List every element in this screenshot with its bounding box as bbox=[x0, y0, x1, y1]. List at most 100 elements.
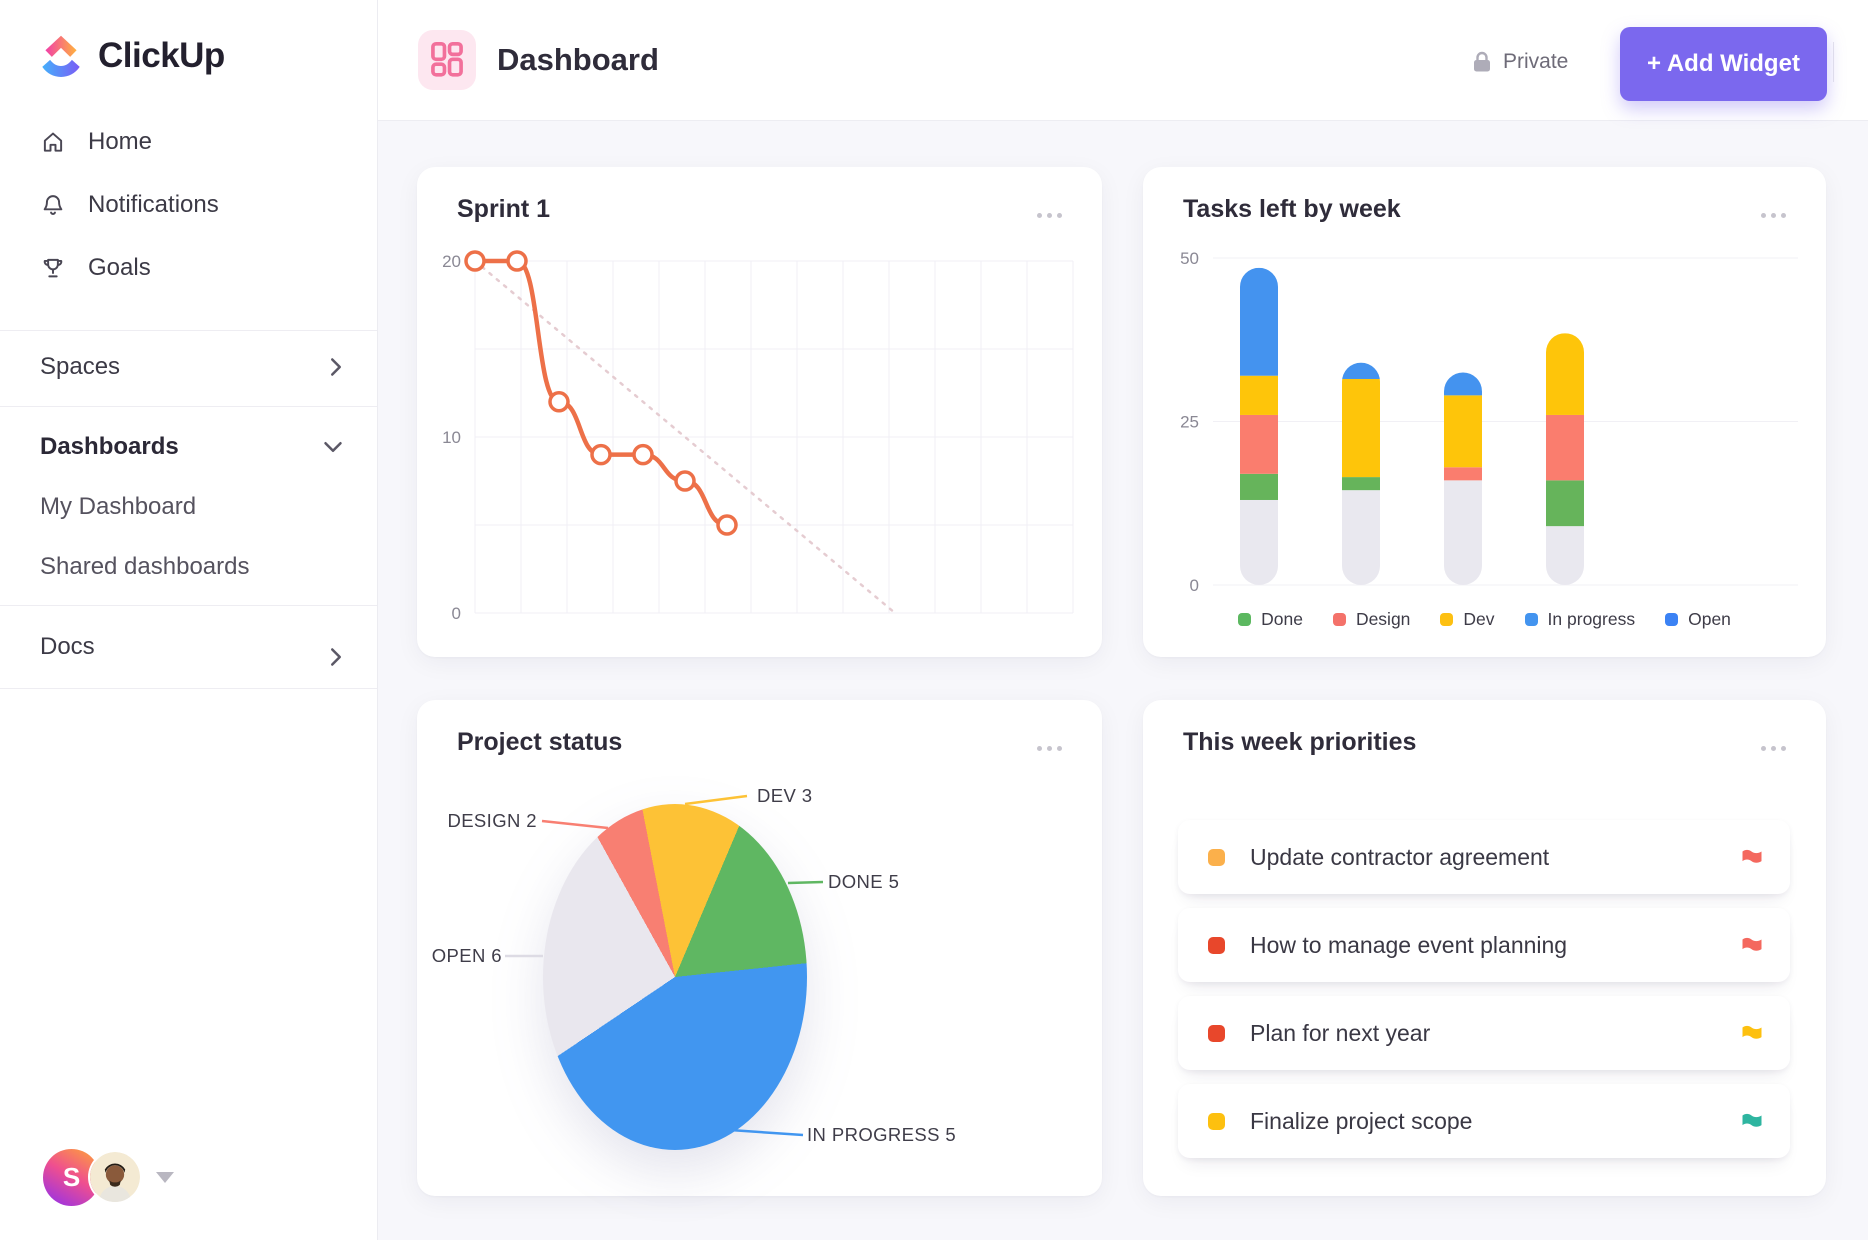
data-point-marker bbox=[506, 250, 528, 272]
priority-title: Plan for next year bbox=[1250, 1019, 1431, 1046]
widget-menu-button[interactable] bbox=[1033, 209, 1066, 222]
bar-segment-dev bbox=[1240, 375, 1278, 415]
widget-menu-button[interactable] bbox=[1757, 209, 1790, 222]
data-point-marker bbox=[716, 514, 738, 536]
pie-leader-line bbox=[729, 1128, 804, 1137]
clickup-logo-icon bbox=[42, 35, 80, 78]
chevron-right-icon[interactable] bbox=[329, 357, 343, 377]
sidebar-item-dashboards[interactable]: Dashboards bbox=[0, 422, 377, 472]
bar-segment-done bbox=[1546, 480, 1584, 527]
bell-icon bbox=[43, 195, 63, 215]
legend-label: Design bbox=[1355, 609, 1411, 629]
widget-menu-button[interactable] bbox=[1757, 742, 1790, 755]
legend-swatch bbox=[1524, 613, 1538, 626]
y-axis-tick-label: 50 bbox=[1180, 249, 1199, 268]
stacked-bar bbox=[1342, 362, 1380, 585]
user-menu-caret-icon[interactable] bbox=[156, 1171, 174, 1183]
chart-legend: Done Design Dev In progress Open bbox=[1143, 609, 1826, 630]
bar-segment-base bbox=[1444, 480, 1482, 585]
data-point-marker bbox=[674, 470, 696, 492]
legend-swatch bbox=[1440, 613, 1454, 626]
sidebar-divider bbox=[0, 330, 377, 331]
pie-slice-label: IN PROGRESS 5 bbox=[807, 1124, 956, 1145]
sidebar-divider bbox=[0, 688, 377, 689]
sidebar-item-label: Home bbox=[88, 128, 153, 155]
tasks-stacked-bar-chart: 0 25 50 bbox=[1180, 249, 1798, 595]
bar-segment-open bbox=[1240, 267, 1278, 376]
sidebar-item-docs[interactable]: Docs bbox=[0, 622, 377, 672]
data-point-marker bbox=[548, 391, 570, 413]
sidebar-item-home[interactable]: Home bbox=[0, 117, 377, 167]
pie-slice-label: OPEN 6 bbox=[432, 945, 502, 966]
sidebar-item-spaces[interactable]: Spaces bbox=[0, 342, 377, 392]
pie-slice-label: DONE 5 bbox=[828, 871, 899, 892]
sidebar-divider bbox=[0, 605, 377, 606]
dashboard-canvas: Sprint 1 0 10 20 Tasks left by week 0 25 50 … bbox=[377, 120, 1868, 1240]
pie-leader-line bbox=[541, 819, 609, 830]
legend-swatch bbox=[1665, 613, 1679, 626]
y-axis-tick-label: 10 bbox=[442, 428, 461, 447]
home-icon bbox=[43, 132, 63, 152]
clickup-logo-text: ClickUp bbox=[98, 36, 225, 75]
sidebar-item-label: Goals bbox=[88, 254, 151, 281]
dashboard-grid-icon bbox=[431, 41, 463, 77]
bar-segment-done bbox=[1342, 477, 1380, 491]
sidebar: ClickUp Home Notifications Goals bbox=[0, 0, 378, 1240]
sidebar-item-label: Notifications bbox=[88, 191, 219, 218]
page-title: Dashboard bbox=[497, 42, 659, 77]
widget-title: Sprint 1 bbox=[457, 195, 551, 223]
chevron-down-icon[interactable] bbox=[323, 440, 343, 454]
data-point-marker bbox=[632, 443, 654, 466]
user-menu[interactable]: S bbox=[43, 1147, 174, 1207]
bar-segment-base bbox=[1240, 499, 1278, 585]
widget-week-priorities: This week priorities Update contractor a… bbox=[1143, 700, 1826, 1196]
privacy-control[interactable]: Private bbox=[1471, 40, 1568, 84]
privacy-label: Private bbox=[1503, 50, 1569, 73]
priority-row[interactable]: Finalize project scope bbox=[1178, 1084, 1790, 1158]
data-point-marker bbox=[590, 443, 612, 466]
legend-item: Design bbox=[1332, 609, 1411, 630]
bar-segment-base bbox=[1546, 526, 1584, 585]
sidebar-item-label: Docs bbox=[40, 633, 95, 660]
priority-title: Finalize project scope bbox=[1250, 1107, 1473, 1134]
page-header: Dashboard Private + Add Widget bbox=[377, 0, 1868, 121]
bar-segment-done bbox=[1240, 473, 1278, 500]
widget-menu-button[interactable] bbox=[1033, 742, 1066, 755]
y-axis-tick-label: 20 bbox=[442, 252, 461, 271]
pie-leader-line bbox=[787, 880, 824, 885]
y-axis-tick-label: 0 bbox=[1190, 576, 1199, 595]
add-widget-button[interactable]: + Add Widget bbox=[1620, 27, 1827, 101]
user-photo bbox=[90, 1152, 140, 1202]
sidebar-item-label: Spaces bbox=[40, 353, 121, 380]
legend-label: In progress bbox=[1547, 609, 1636, 629]
sidebar-item-goals[interactable]: Goals bbox=[0, 243, 377, 293]
clickup-logo[interactable]: ClickUp bbox=[38, 30, 225, 82]
priority-flag-icon bbox=[1742, 1113, 1762, 1127]
sidebar-item-label: My Dashboard bbox=[40, 493, 197, 520]
stacked-bar bbox=[1546, 333, 1584, 585]
project-status-pie bbox=[543, 804, 807, 1150]
widget-title: Project status bbox=[457, 728, 623, 756]
pie-leader-line bbox=[684, 794, 748, 806]
sidebar-item-my-dashboard[interactable]: My Dashboard bbox=[0, 482, 377, 532]
sidebar-item-label: Dashboards bbox=[40, 433, 179, 460]
bar-segment-base bbox=[1342, 490, 1380, 585]
priority-row[interactable]: Update contractor agreement bbox=[1178, 820, 1790, 894]
sidebar-divider bbox=[0, 406, 377, 407]
sidebar-item-notifications[interactable]: Notifications bbox=[0, 180, 377, 230]
priority-title: How to manage event planning bbox=[1250, 931, 1568, 958]
priority-row[interactable]: How to manage event planning bbox=[1178, 908, 1790, 982]
workspace-initial: S bbox=[62, 1161, 81, 1192]
header-divider bbox=[1833, 42, 1834, 82]
status-bullet bbox=[1208, 1024, 1225, 1042]
legend-item: In progress bbox=[1524, 609, 1636, 630]
chevron-right-icon[interactable] bbox=[329, 647, 343, 667]
bar-segment-dev bbox=[1444, 395, 1482, 468]
bar-segment-open bbox=[1444, 372, 1482, 396]
status-bullet bbox=[1208, 1112, 1225, 1130]
priority-row[interactable]: Plan for next year bbox=[1178, 996, 1790, 1070]
sidebar-item-shared-dashboards[interactable]: Shared dashboards bbox=[0, 542, 377, 592]
user-avatar[interactable] bbox=[90, 1152, 140, 1202]
pie-slice-label: DESIGN 2 bbox=[447, 810, 537, 831]
